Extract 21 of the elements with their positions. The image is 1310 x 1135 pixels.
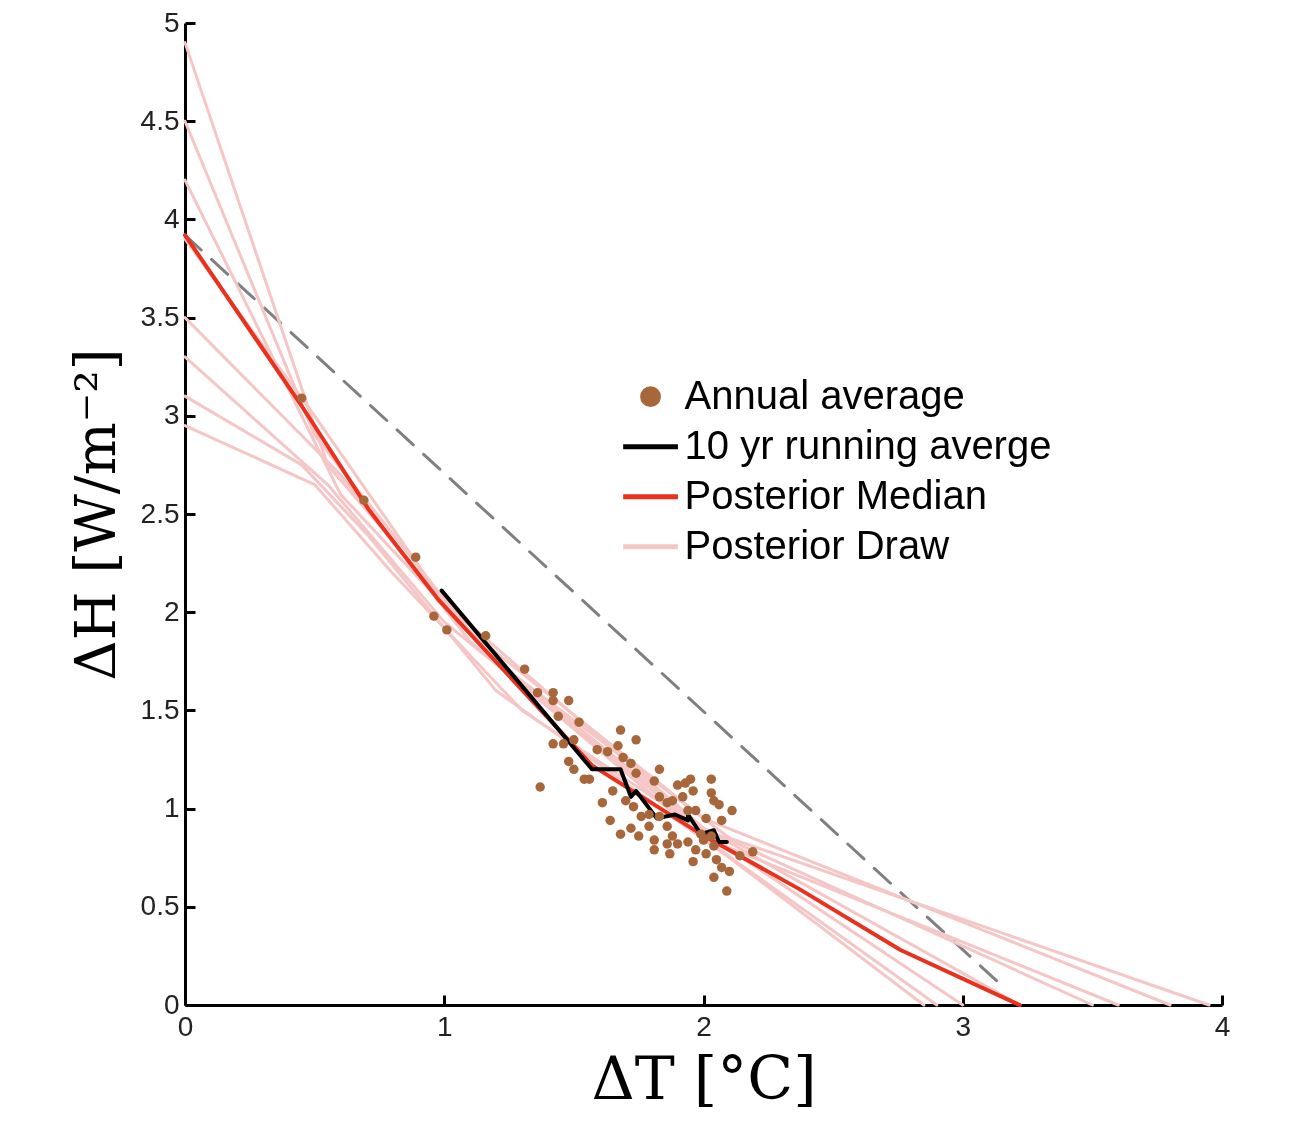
y-tick-label: 3.5 xyxy=(140,301,180,333)
legend-label: Posterior Draw xyxy=(684,522,950,567)
x-tick-label: 3 xyxy=(955,1010,972,1042)
y-tick-label: 4 xyxy=(163,202,180,234)
y-tick-label: 1.5 xyxy=(140,693,180,725)
y-tick-label: 2 xyxy=(163,595,180,627)
legend-label: Annual average xyxy=(684,372,965,417)
x-tick-label: 1 xyxy=(436,1010,453,1042)
y-tick-label: 0.5 xyxy=(140,890,180,922)
x-tick-label: 2 xyxy=(696,1010,712,1042)
x-axis-title: ΔT [°C] xyxy=(591,1042,817,1113)
x-tick-label: 4 xyxy=(1214,1010,1231,1042)
y-tick-label: 3 xyxy=(163,399,180,431)
y-tick-label: 5 xyxy=(163,6,180,38)
y-axis-title: ΔH [W/m⁻²] xyxy=(62,348,128,681)
y-tick-label: 0 xyxy=(163,988,180,1020)
y-tick-label: 4.5 xyxy=(140,104,180,136)
legend-label: Posterior Median xyxy=(684,472,987,517)
legend-label: 10 yr running averge xyxy=(684,422,1052,467)
y-tick-label: 2.5 xyxy=(140,497,180,529)
y-tick-label: 1 xyxy=(163,792,180,824)
